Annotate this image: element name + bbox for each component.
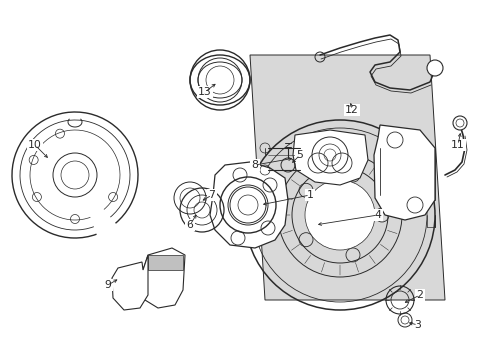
Text: 9: 9 (104, 280, 111, 290)
Polygon shape (148, 255, 183, 270)
Polygon shape (292, 130, 367, 185)
Text: 11: 11 (450, 140, 464, 150)
Polygon shape (112, 255, 148, 310)
Polygon shape (249, 55, 444, 300)
Text: 12: 12 (345, 105, 358, 115)
Text: 7: 7 (208, 190, 215, 200)
Text: 3: 3 (414, 320, 421, 330)
Polygon shape (142, 248, 184, 308)
Circle shape (229, 187, 265, 223)
Circle shape (305, 180, 374, 250)
Text: 6: 6 (186, 220, 193, 230)
Text: 5: 5 (296, 150, 303, 160)
Circle shape (452, 116, 466, 130)
Circle shape (426, 60, 442, 76)
Text: 1: 1 (306, 190, 313, 200)
Text: 4: 4 (374, 210, 381, 220)
Text: 10: 10 (28, 140, 42, 150)
Polygon shape (373, 125, 434, 220)
Polygon shape (209, 162, 287, 248)
Text: 2: 2 (416, 290, 423, 300)
Text: 8: 8 (251, 160, 258, 170)
Circle shape (311, 137, 347, 173)
Text: 13: 13 (198, 87, 211, 97)
